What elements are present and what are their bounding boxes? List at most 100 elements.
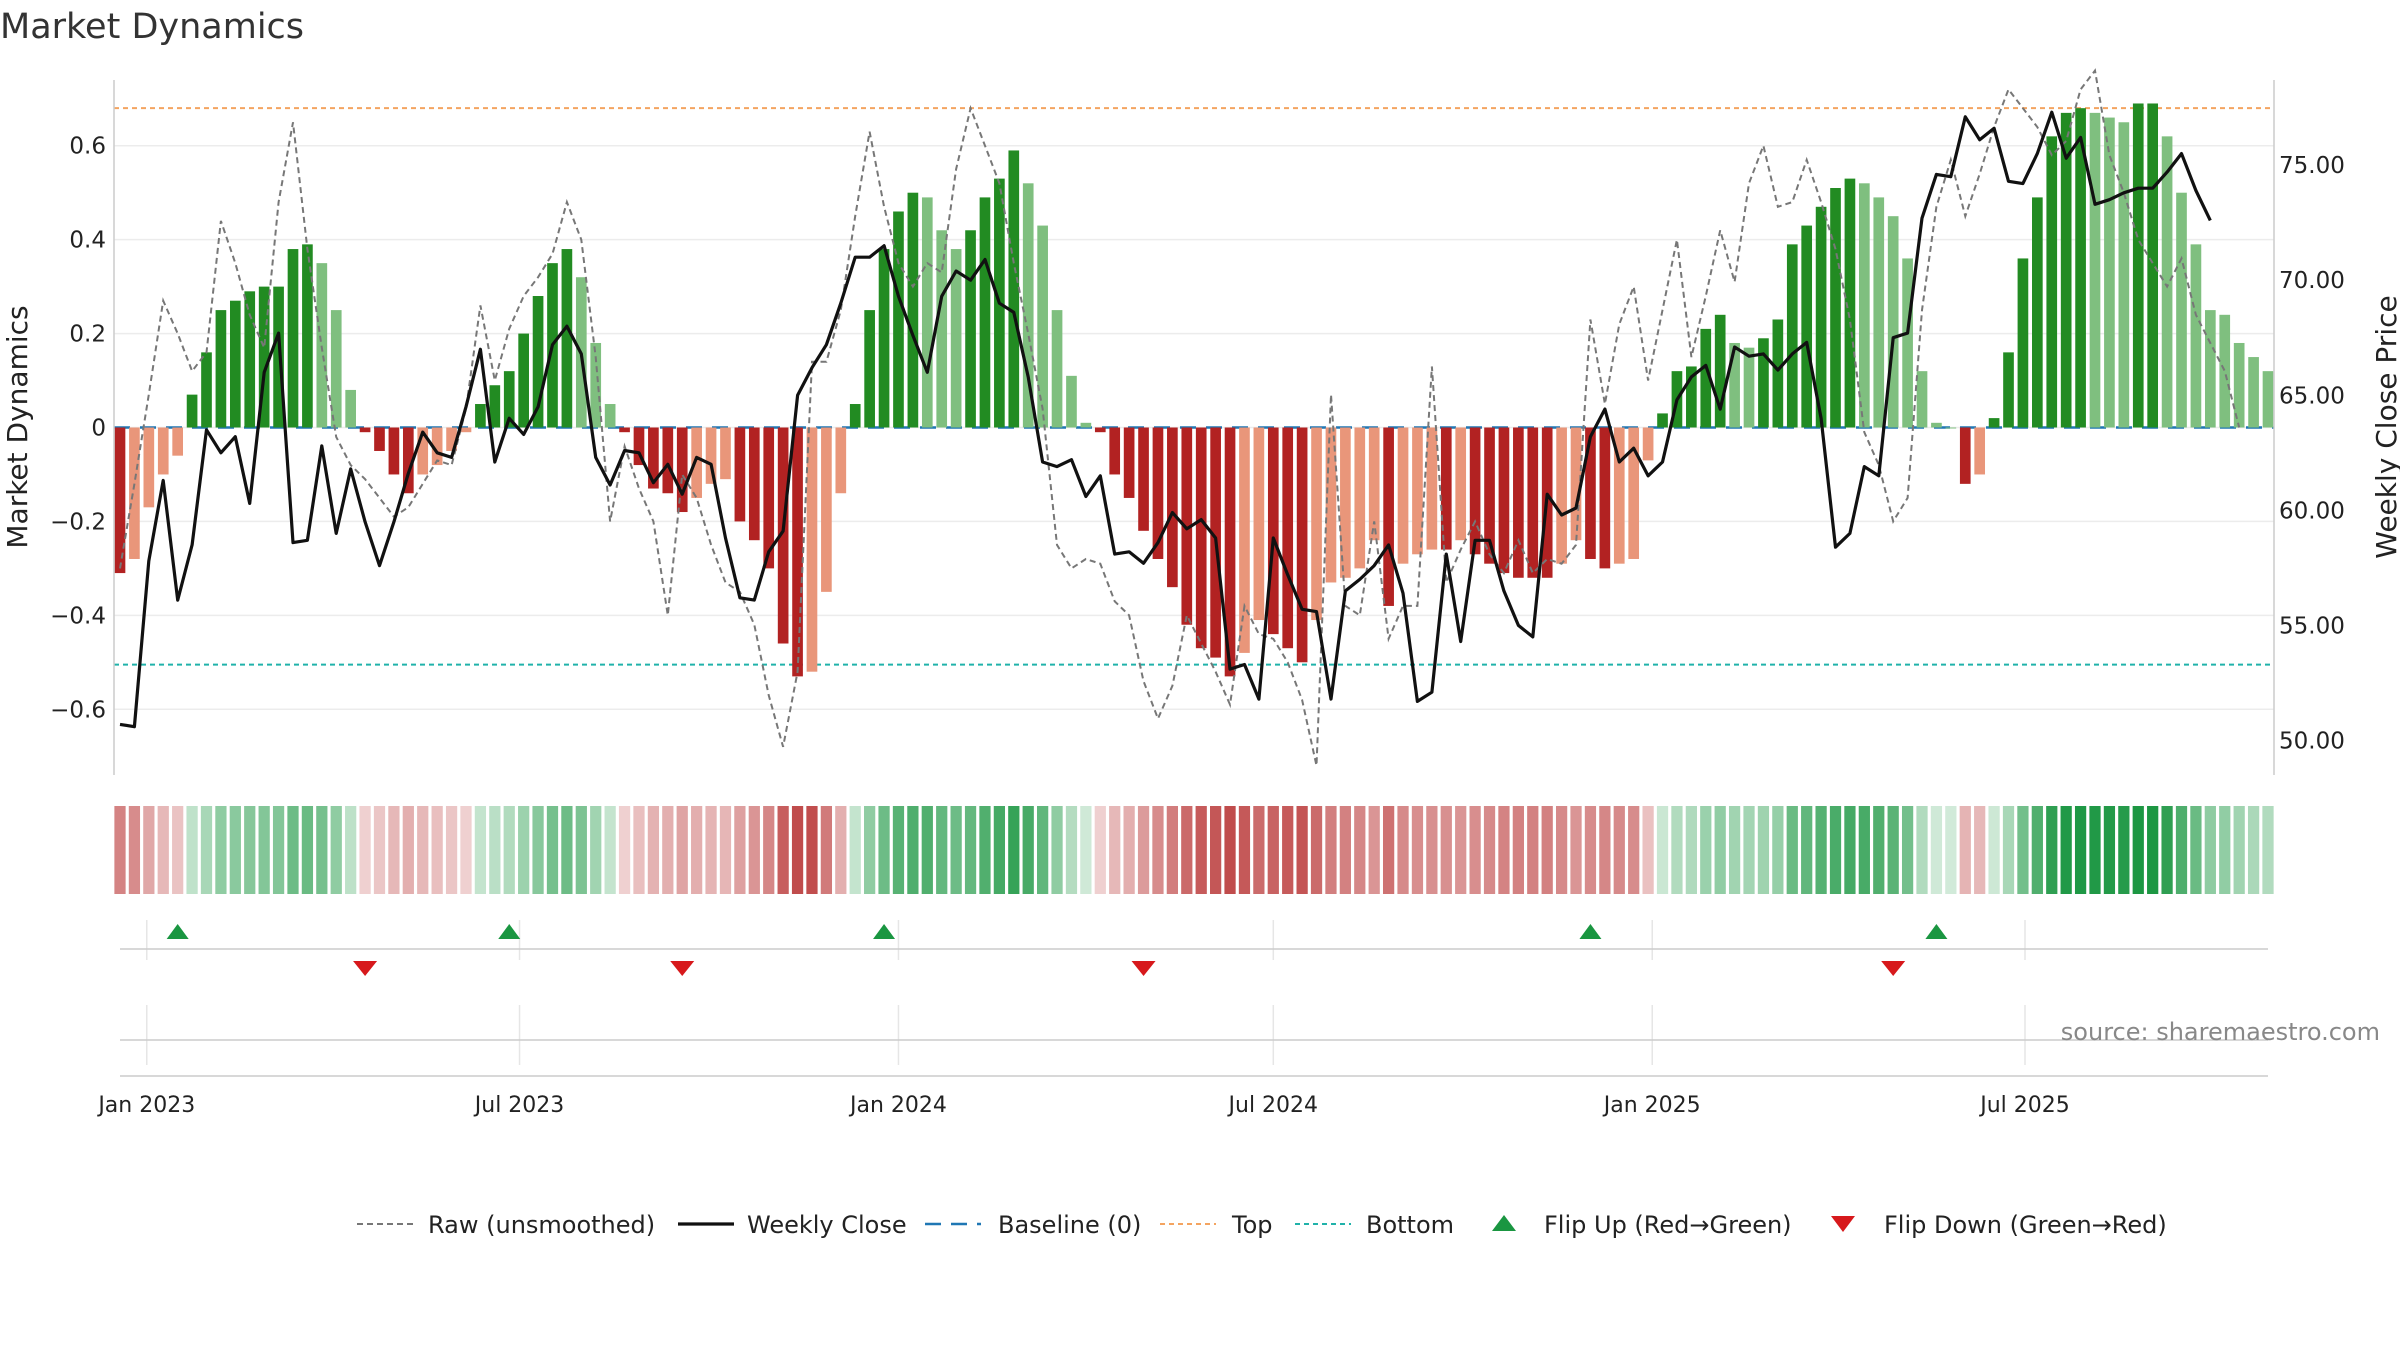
grid-lines	[114, 144, 2274, 1065]
regime-cell	[921, 806, 933, 894]
regime-cell	[431, 806, 443, 894]
x-tick-label: Jan 2023	[96, 1093, 195, 1118]
dynamics-bar	[662, 427, 674, 494]
legend-label: Bottom	[1366, 1211, 1454, 1239]
regime-cell	[1267, 806, 1279, 894]
regime-cell	[359, 806, 371, 894]
legend-label: Top	[1231, 1211, 1273, 1239]
dynamics-bar	[1585, 427, 1596, 559]
dynamics-bar	[1296, 427, 1308, 663]
regime-cell	[1483, 806, 1496, 894]
regime-cell	[1224, 806, 1236, 894]
regime-cell	[1642, 806, 1654, 894]
right-tick-label: 55.00	[2279, 613, 2345, 639]
regime-cell	[172, 806, 184, 894]
dynamics-bar	[2017, 258, 2029, 428]
dynamics-bar	[1195, 427, 1207, 649]
dynamics-bar	[676, 427, 688, 513]
dynamics-bar	[1714, 314, 1726, 428]
dynamics-bar	[1080, 422, 1092, 428]
dynamics-bar	[2248, 357, 2259, 428]
dynamics-bar	[273, 286, 284, 428]
dynamics-bar	[864, 310, 875, 428]
regime-cell	[561, 806, 573, 894]
regime-cell	[2046, 806, 2058, 894]
dynamics-bar	[590, 342, 602, 428]
regime-cell	[1916, 806, 1928, 894]
dynamics-bar	[1383, 427, 1394, 606]
close-line	[119, 110, 2212, 729]
dynamics-bar	[806, 427, 818, 672]
flip-up-marker	[166, 924, 189, 939]
dynamics-bar	[1037, 225, 1048, 428]
dynamics-bar	[792, 427, 803, 677]
regime-cell	[1959, 806, 1971, 894]
regime-cell	[2190, 806, 2202, 894]
regime-cell	[1080, 806, 1092, 894]
dynamics-bar	[1066, 375, 1077, 428]
dynamics-bar	[1729, 342, 1740, 428]
dynamics-bar	[1974, 427, 1986, 475]
dynamics-bar	[258, 286, 270, 428]
dynamics-bar	[748, 427, 760, 541]
regime-cell	[1339, 806, 1351, 894]
legend-label: Flip Up (Red→Green)	[1544, 1211, 1792, 1239]
dynamics-bar	[1556, 427, 1567, 564]
dynamics-bar	[2190, 244, 2202, 428]
close-series	[119, 110, 2212, 729]
dynamics-bar	[2161, 136, 2173, 428]
dynamics-bar	[1484, 427, 1495, 564]
dynamics-bar	[1815, 206, 1827, 428]
dynamics-bar	[330, 310, 342, 428]
regime-cell	[1195, 806, 1207, 894]
regime-cell	[936, 806, 948, 894]
axes: 0.6 0.4 0.2 0 −0.2 −0.4 −0.6 75.00 70.00 65.00 60.…	[50, 80, 2345, 775]
regime-cell	[2118, 806, 2130, 894]
regime-cell	[763, 806, 775, 894]
dynamics-bar	[2104, 117, 2115, 428]
dynamics-bar	[950, 249, 962, 428]
legend-label: Weekly Close	[747, 1211, 907, 1239]
regime-cell	[1584, 806, 1597, 894]
dynamics-bar	[648, 427, 659, 489]
regime-cell	[691, 806, 703, 894]
dynamics-bar	[287, 249, 299, 428]
dynamics-bar	[1397, 427, 1409, 564]
regime-cell	[1700, 806, 1712, 894]
dynamics-bar	[2075, 108, 2086, 428]
regime-cell	[1037, 806, 1049, 894]
dynamics-bar	[604, 404, 616, 428]
dynamics-bar	[2060, 112, 2072, 428]
regime-cell	[964, 806, 977, 894]
regime-cell	[1022, 806, 1034, 894]
regime-cell	[1210, 806, 1222, 894]
regime-cell	[1613, 806, 1625, 894]
left-tick-label: −0.4	[50, 603, 106, 629]
dynamics-bar	[1873, 197, 1885, 428]
regime-cell	[1628, 806, 1640, 894]
dynamics-bar	[1267, 427, 1279, 635]
regime-cell	[1858, 806, 1870, 894]
regime-cell	[2147, 806, 2159, 894]
regime-cell	[1512, 806, 1524, 894]
dynamics-bar	[1686, 366, 1697, 428]
flip-down-marker	[1881, 961, 1906, 976]
regime-strip	[114, 806, 2274, 894]
flip-markers-panel	[120, 924, 2268, 976]
regime-cell	[719, 806, 732, 894]
dynamics-bar	[907, 192, 919, 428]
regime-cell	[1671, 806, 1683, 894]
dynamics-bar	[1988, 418, 2000, 428]
regime-cell	[1253, 806, 1265, 894]
dynamics-bar	[2147, 103, 2159, 428]
regime-cell	[1354, 806, 1366, 894]
regime-cell	[2074, 806, 2087, 894]
legend-label: Flip Down (Green→Red)	[1884, 1211, 2167, 1239]
regime-cell	[402, 806, 414, 894]
left-tick-label: 0.2	[69, 322, 106, 348]
dynamics-bar	[244, 291, 256, 428]
regime-cell	[2161, 806, 2173, 894]
regime-cell	[1743, 806, 1755, 894]
regime-cell	[1541, 806, 1553, 894]
dynamics-bar	[1613, 427, 1625, 564]
